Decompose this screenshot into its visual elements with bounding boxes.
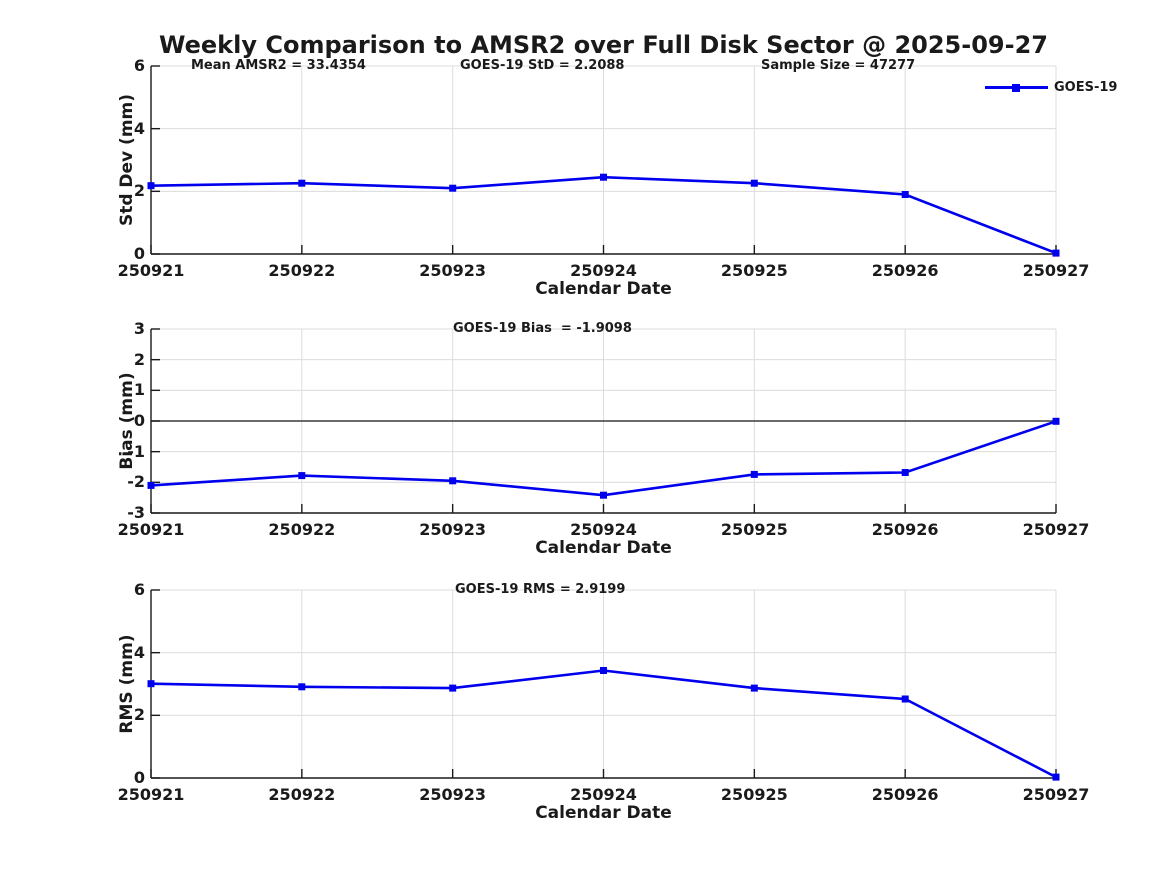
rms-data-marker bbox=[600, 667, 607, 674]
std-dev-data-marker bbox=[147, 182, 155, 190]
x-tick-label: 250923 bbox=[419, 785, 487, 804]
rms-data-marker bbox=[901, 695, 909, 703]
x-tick-label: 250923 bbox=[419, 261, 487, 280]
bias-x-axis-label: Calendar Date bbox=[535, 538, 672, 558]
annotation-goes19-bias: GOES-19 Bias = -1.9098 bbox=[453, 321, 632, 336]
bias-data-marker bbox=[147, 481, 155, 489]
y-tick-label: -2 bbox=[127, 472, 145, 492]
y-tick-label: 1 bbox=[133, 380, 145, 400]
x-tick-label: 250926 bbox=[871, 785, 939, 804]
x-tick-label: 250925 bbox=[720, 520, 788, 539]
rms-x-axis-label: Calendar Date bbox=[535, 803, 672, 823]
x-tick-label: 250922 bbox=[268, 785, 336, 804]
x-tick-label: 250921 bbox=[117, 520, 185, 539]
std-dev-data-marker bbox=[600, 173, 607, 181]
x-tick-label: 250924 bbox=[570, 785, 637, 804]
annotation-sample-size: Sample Size = 47277 bbox=[761, 58, 916, 73]
legend-label: GOES-19 bbox=[1054, 80, 1118, 95]
x-tick-label: 250926 bbox=[871, 520, 939, 539]
y-tick-label: 6 bbox=[133, 580, 145, 599]
x-tick-label: 250921 bbox=[117, 261, 185, 280]
std-dev-data-marker bbox=[901, 191, 909, 198]
bias-data-marker bbox=[600, 491, 607, 499]
x-tick-label: 250921 bbox=[117, 785, 185, 804]
y-tick-label: 2 bbox=[133, 705, 145, 725]
x-tick-label: 250922 bbox=[268, 261, 336, 280]
x-tick-label: 250925 bbox=[720, 785, 788, 804]
annotation-goes19-rms: GOES-19 RMS = 2.9199 bbox=[455, 582, 626, 597]
rms-data-marker bbox=[298, 683, 306, 691]
y-tick-label: 3 bbox=[133, 319, 145, 338]
std-dev-data-marker bbox=[750, 179, 758, 187]
rms-data-marker bbox=[449, 684, 457, 692]
x-tick-label: 250927 bbox=[1022, 261, 1090, 280]
x-tick-label: 250924 bbox=[570, 520, 637, 539]
rms-plot-area bbox=[147, 589, 1060, 781]
x-tick-label: 250925 bbox=[720, 261, 788, 280]
x-tick-label: 250924 bbox=[570, 261, 637, 280]
legend: GOES-19 bbox=[985, 80, 1167, 95]
bias-data-marker bbox=[750, 470, 758, 478]
legend-square-marker-icon bbox=[1012, 83, 1020, 92]
std-dev-data-marker bbox=[298, 179, 306, 187]
bias-data-marker bbox=[1052, 417, 1060, 425]
x-tick-label: 250927 bbox=[1022, 785, 1090, 804]
y-tick-label: 6 bbox=[133, 56, 145, 75]
x-tick-label: 250923 bbox=[419, 520, 487, 539]
y-tick-label: 4 bbox=[133, 118, 145, 138]
y-tick-label: 0 bbox=[133, 768, 145, 787]
stddev-x-axis-label: Calendar Date bbox=[535, 279, 672, 299]
rms-data-marker bbox=[1052, 773, 1060, 781]
x-tick-label: 250927 bbox=[1022, 520, 1090, 539]
annotation-goes19-std: GOES-19 StD = 2.2088 bbox=[460, 58, 625, 73]
annotation-mean-amsr2: Mean AMSR2 = 33.4354 bbox=[191, 58, 366, 73]
y-tick-label: -3 bbox=[127, 503, 145, 522]
bias-data-marker bbox=[298, 472, 306, 480]
bias-data-marker bbox=[449, 477, 457, 485]
bias-plot-area bbox=[147, 328, 1060, 514]
y-tick-label: 2 bbox=[133, 181, 145, 201]
figure-title: Weekly Comparison to AMSR2 over Full Dis… bbox=[159, 31, 1048, 59]
y-tick-label: -1 bbox=[127, 441, 145, 461]
y-tick-label: 0 bbox=[133, 411, 145, 430]
std-dev-plot-area bbox=[147, 65, 1060, 257]
y-tick-label: 4 bbox=[133, 642, 145, 662]
stddev-y-axis-label: Std Dev (mm) bbox=[117, 93, 137, 227]
std-dev-data-marker bbox=[449, 184, 457, 192]
rms-data-marker bbox=[147, 680, 155, 688]
rms-data-marker bbox=[750, 684, 758, 692]
std-dev-data-marker bbox=[1052, 249, 1060, 257]
x-tick-label: 250922 bbox=[268, 520, 336, 539]
x-tick-label: 250926 bbox=[871, 261, 939, 280]
bias-data-marker bbox=[901, 469, 909, 476]
y-tick-label: 0 bbox=[133, 244, 145, 263]
y-tick-label: 2 bbox=[133, 349, 145, 369]
